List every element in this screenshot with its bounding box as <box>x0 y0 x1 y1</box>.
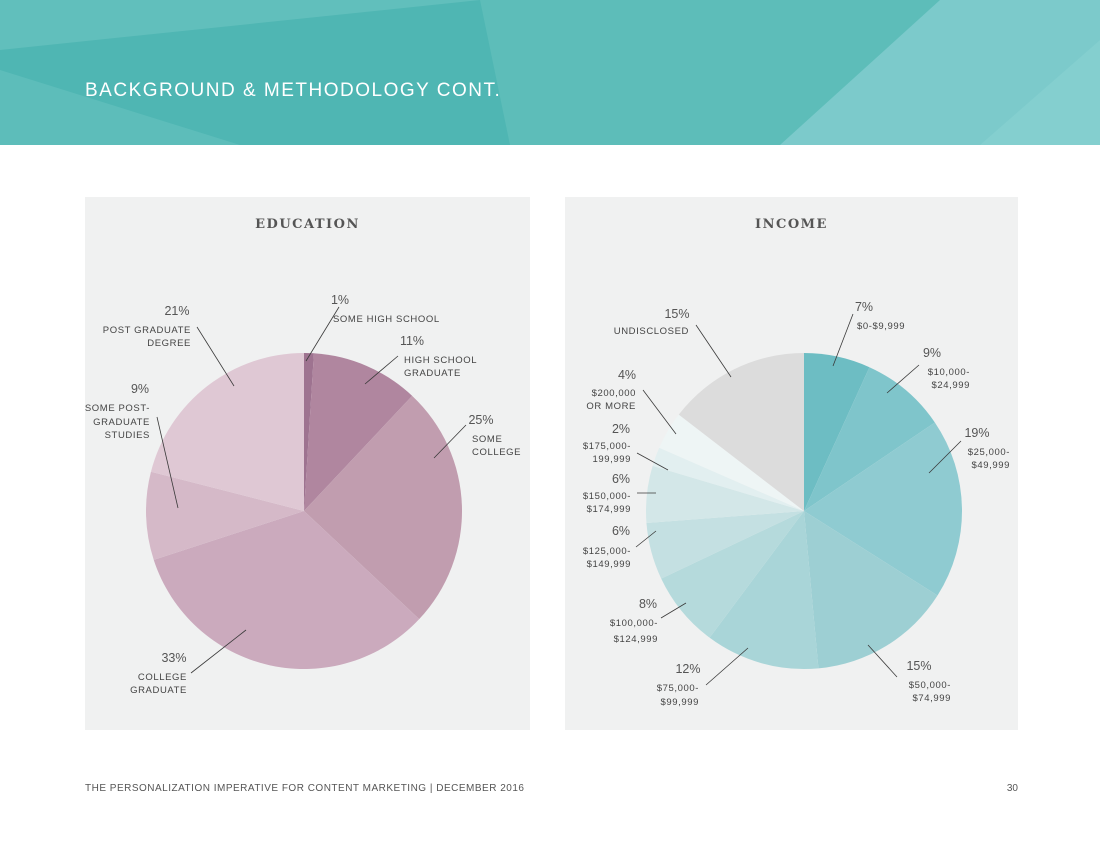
income-leader-line <box>695 324 732 378</box>
income-pie-slice <box>652 447 804 511</box>
income-category-label: $175,000- <box>583 441 631 452</box>
education-leader-line <box>190 629 247 674</box>
income-pie-slice <box>804 422 963 596</box>
income-chart-panel: INCOME 7% $0-$9,999 9% $10,000- $24,999 19% $2… <box>565 197 1018 730</box>
income-category-label: $50,000- <box>909 680 951 691</box>
income-category-label: UNDISCLOSED <box>614 326 689 337</box>
income-pie-slice <box>646 465 804 524</box>
income-category-label: $49,999 <box>971 460 1010 471</box>
education-pie-slice <box>153 511 420 670</box>
income-value-label: 19% <box>964 426 989 440</box>
income-category-label: $75,000- <box>657 683 699 694</box>
income-pie-slice <box>709 511 819 670</box>
education-pie-slice <box>304 353 413 511</box>
income-category-label: $124,999 <box>614 634 658 645</box>
income-pie-slice <box>661 511 804 638</box>
income-value-label: 7% <box>855 300 873 314</box>
income-chart-title: INCOME <box>755 217 828 232</box>
income-pie-slice <box>804 511 938 669</box>
footer-text: THE PERSONALIZATION IMPERATIVE FOR CONTE… <box>85 783 525 794</box>
education-category-label: HIGH SCHOOL <box>404 355 477 366</box>
income-leader-line <box>642 389 677 435</box>
income-category-label: OR MORE <box>586 401 636 412</box>
education-value-label: 25% <box>468 413 493 427</box>
education-category-label: SOME POST- <box>85 403 150 414</box>
page-title: BACKGROUND & METHODOLOGY CONT. <box>85 80 502 101</box>
education-value-label: 21% <box>164 304 189 318</box>
income-leader-line <box>832 313 854 367</box>
income-leader-line <box>635 530 657 548</box>
education-category-label: COLLEGE <box>472 447 521 458</box>
education-category-label: GRADUATE <box>130 685 187 696</box>
header-background <box>0 0 1100 145</box>
income-value-label: 9% <box>923 346 941 360</box>
education-value-label: 9% <box>131 382 149 396</box>
income-pie-slice <box>659 414 804 511</box>
income-category-label: $200,000 <box>592 388 636 399</box>
education-leader-line <box>433 424 467 459</box>
education-pie-slice <box>150 353 304 511</box>
income-value-label: 15% <box>664 307 689 321</box>
education-pie-chart: 1% SOME HIGH SCHOOL 11% HIGH SCHOOL GRADUATE… <box>85 293 521 696</box>
education-category-label: GRADUATE <box>404 368 461 379</box>
education-value-label: 11% <box>400 334 424 348</box>
education-category-label: STUDIES <box>105 430 150 441</box>
education-leader-line <box>364 355 399 385</box>
income-value-label: 4% <box>618 368 636 382</box>
education-category-label: SOME HIGH SCHOOL <box>333 314 440 325</box>
education-category-label: DEGREE <box>147 338 191 349</box>
income-leader-line <box>867 644 898 678</box>
income-category-label: $149,999 <box>587 559 631 570</box>
education-leader-line <box>305 306 340 362</box>
income-leader-line <box>886 364 920 394</box>
income-pie-slice <box>678 353 804 511</box>
income-value-label: 12% <box>675 662 700 676</box>
income-category-label: $174,999 <box>587 504 631 515</box>
income-pie-chart: 7% $0-$9,999 9% $10,000- $24,999 19% $25,000- $… <box>583 300 1010 708</box>
income-category-label: $24,999 <box>931 380 970 391</box>
income-category-label: $25,000- <box>968 447 1010 458</box>
education-category-label: POST GRADUATE <box>103 325 191 336</box>
page-number: 30 <box>1006 783 1018 794</box>
income-category-label: $125,000- <box>583 546 631 557</box>
page-header: BACKGROUND & METHODOLOGY CONT. <box>0 0 1100 145</box>
education-category-label: GRADUATE <box>93 417 150 428</box>
income-value-label: 2% <box>612 422 630 436</box>
education-pie-slice <box>304 395 463 620</box>
income-value-label: 15% <box>906 659 931 673</box>
income-leader-line <box>636 452 669 471</box>
education-value-label: 33% <box>161 651 186 665</box>
income-category-label: 199,999 <box>592 454 631 465</box>
education-category-label: COLLEGE <box>138 672 187 683</box>
education-value-label: 1% <box>331 293 349 307</box>
education-chart-panel: EDUCATION 1% SOME HIGH SCHOOL 11% HIGH SCHO… <box>85 197 530 730</box>
income-category-label: $10,000- <box>928 367 970 378</box>
income-category-label: $0-$9,999 <box>857 321 905 332</box>
education-leader-line <box>156 416 179 509</box>
income-category-label: $99,999 <box>660 697 699 708</box>
income-category-label: $150,000- <box>583 491 631 502</box>
income-value-label: 6% <box>612 524 630 538</box>
income-leader-line <box>705 647 749 686</box>
education-chart-title: EDUCATION <box>255 217 360 232</box>
income-leader-line <box>928 440 962 474</box>
income-category-label: $100,000- <box>610 618 658 629</box>
income-value-label: 8% <box>639 597 657 611</box>
education-pie-slice <box>304 353 314 511</box>
education-pie-slice <box>145 471 304 560</box>
income-pie-slice <box>804 353 870 511</box>
income-category-label: $74,999 <box>912 693 951 704</box>
income-pie-slice <box>804 367 935 511</box>
income-value-label: 6% <box>612 472 630 486</box>
education-category-label: SOME <box>472 434 502 445</box>
education-leader-line <box>196 326 235 387</box>
income-leader-line <box>660 602 687 619</box>
income-pie-slice <box>646 511 804 579</box>
